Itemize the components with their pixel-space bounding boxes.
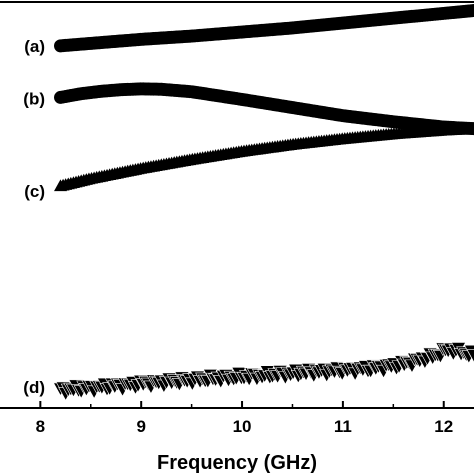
series-2 bbox=[54, 122, 474, 192]
series-label-2: (c) bbox=[24, 182, 45, 201]
series-3 bbox=[53, 342, 474, 401]
x-tick-label-11: 11 bbox=[334, 417, 352, 436]
series-label-1: (b) bbox=[23, 90, 45, 109]
x-axis-ticks: 8 9 10 11 12 bbox=[36, 401, 453, 436]
marker-point bbox=[467, 4, 474, 18]
marker-point bbox=[467, 122, 474, 134]
series-0 bbox=[54, 4, 474, 53]
series-layer bbox=[53, 4, 474, 401]
series-1 bbox=[54, 82, 474, 136]
series-label-0: (a) bbox=[24, 37, 45, 56]
marker-point bbox=[466, 349, 474, 363]
series-label-3: (d) bbox=[23, 378, 45, 397]
x-tick-label-10: 10 bbox=[233, 417, 252, 436]
x-tick-label-12: 12 bbox=[434, 417, 453, 436]
x-tick-label-8: 8 bbox=[36, 417, 45, 436]
series-labels: (a) (b) (c) (d) bbox=[23, 37, 45, 397]
x-axis-title: Frequency (GHz) bbox=[157, 452, 317, 474]
x-tick-label-9: 9 bbox=[136, 417, 145, 436]
plot-frame bbox=[0, 1, 474, 409]
